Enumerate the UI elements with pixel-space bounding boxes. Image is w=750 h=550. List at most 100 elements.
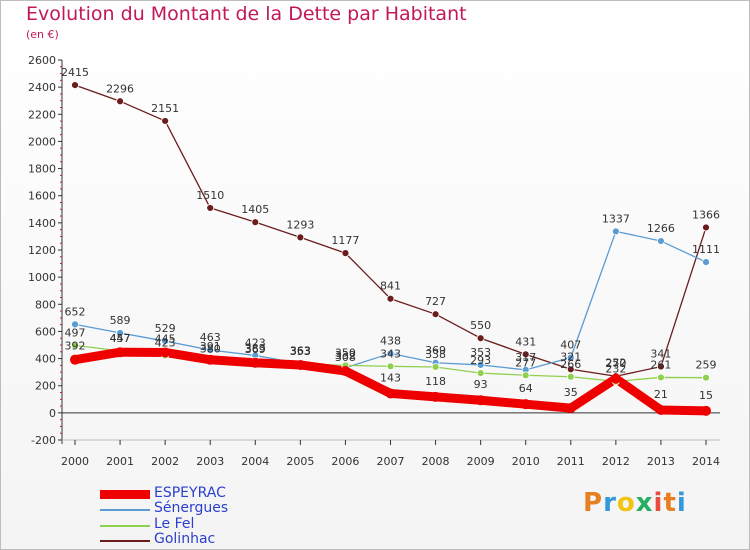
x-tick-label: 2014 [692,455,720,468]
data-point [521,371,530,380]
data-point [161,117,170,125]
data-label: 293 [470,354,491,367]
data-label: 407 [560,339,581,352]
legend-label: ESPEYRAC [154,485,226,501]
data-point [475,395,486,406]
y-tick-label: 800 [35,298,56,311]
y-tick-label: 0 [49,407,56,420]
y-tick-label: -200 [31,434,56,447]
data-point [206,204,215,212]
data-point [71,320,79,329]
data-point [250,357,261,368]
data-point [341,249,350,258]
y-tick-label: 1200 [28,244,56,257]
data-label: 652 [65,305,86,318]
data-point [71,81,79,90]
data-point [476,334,485,343]
data-label: 380 [200,342,221,355]
data-label: 353 [290,345,311,358]
chart-title: Evolution du Montant de la Dette par Hab… [26,3,467,25]
data-label: 369 [425,344,446,357]
legend-swatch [100,540,150,542]
data-point [431,363,440,371]
data-label: 332 [335,349,356,362]
data-label: 317 [515,351,536,364]
data-point [702,223,710,232]
data-point [657,373,665,382]
data-label: 270 [605,357,626,370]
data-point [205,354,216,365]
data-label: 363 [290,345,311,358]
data-point [385,388,396,399]
data-label: 252 [605,357,626,370]
data-label: 93 [474,378,488,391]
data-label: 1293 [286,218,314,231]
data-point [386,349,395,358]
data-label: 2415 [61,66,89,79]
data-label: 423 [155,336,176,349]
data-point [611,227,620,236]
data-label: 232 [605,362,626,375]
data-label: 343 [380,347,401,360]
data-point [565,403,576,414]
data-point [206,346,215,354]
data-point [115,347,126,358]
proxiti-logo: Proxiti [583,488,687,518]
data-label: 35 [564,386,578,399]
y-tick-label: 400 [35,353,56,366]
data-label: 383 [245,342,266,355]
data-label: 463 [200,331,221,344]
data-point [430,391,441,402]
y-tick-label: 1800 [28,163,56,176]
data-point [295,359,306,370]
data-point [657,362,665,371]
data-point [116,329,124,337]
data-label: 1337 [602,212,630,225]
data-label: 118 [425,375,446,388]
y-tick-label: 600 [35,325,56,338]
x-tick-label: 2003 [196,455,224,468]
data-label: 1111 [692,243,720,256]
data-label: 447 [110,332,131,345]
data-point [702,373,710,382]
data-label: 550 [470,319,491,332]
data-point [386,294,395,303]
x-tick-label: 2004 [241,455,269,468]
data-label: 1177 [331,234,359,247]
legend-label: Le Fel [154,516,195,532]
x-tick-label: 2002 [151,455,179,468]
y-tick-label: 2000 [28,135,56,148]
logo-letter: P [583,488,604,518]
legend-swatch [100,525,150,527]
data-label: 2296 [106,82,134,95]
data-label: 15 [699,389,713,402]
data-label: 338 [425,348,446,361]
data-label: 350 [335,346,356,359]
data-label: 259 [696,359,717,372]
data-label: 445 [155,332,176,345]
data-point [566,372,575,381]
data-label: 21 [654,388,668,401]
data-point [71,341,79,350]
data-point [431,310,440,319]
data-label: 353 [470,346,491,359]
data-label: 841 [380,280,401,293]
data-label: 266 [560,358,581,371]
x-tick-label: 2011 [557,455,585,468]
data-point [476,361,485,369]
data-label: 308 [335,351,356,364]
data-label: 261 [650,358,671,371]
x-tick-label: 2013 [647,455,675,468]
legend-label: Sénergues [154,500,229,516]
data-label: 727 [425,295,446,308]
data-point [566,365,575,374]
x-tick-label: 2007 [377,455,405,468]
data-label: 391 [200,340,221,353]
y-tick-label: 200 [35,380,56,393]
data-point [296,233,305,242]
data-label: 392 [65,340,86,353]
data-label: 363 [290,345,311,358]
data-label: 1510 [196,189,224,202]
